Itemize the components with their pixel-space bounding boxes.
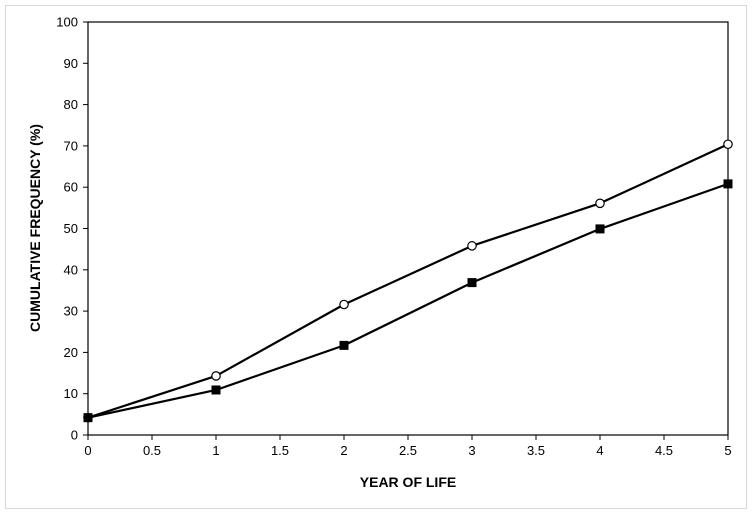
series-2-point	[595, 224, 605, 234]
x-tick-label: 1.5	[271, 443, 289, 458]
series-layer	[83, 139, 733, 423]
y-tick-label: 20	[64, 345, 78, 360]
y-tick-label: 40	[64, 262, 78, 277]
series-2-point	[467, 278, 477, 288]
series-2-point	[723, 179, 733, 189]
x-tick-label: 2	[340, 443, 347, 458]
series-1-point	[467, 241, 477, 251]
x-tick-label: 3	[468, 443, 475, 458]
series-1-point	[723, 139, 733, 150]
series-1-point	[595, 198, 605, 209]
x-axis-ticks: 0 0.5 1 1.5 2 2.5 3 3.5 4 4.5 5	[84, 435, 732, 458]
y-tick-label: 60	[64, 180, 78, 195]
x-tick-label: 3.5	[527, 443, 545, 458]
series-2-point	[339, 340, 349, 350]
series-1-line	[87, 143, 729, 419]
series-2-line	[87, 182, 729, 419]
y-tick-label: 50	[64, 221, 78, 236]
series-2-point	[83, 413, 93, 423]
x-tick-label: 2.5	[399, 443, 417, 458]
series-1-point	[211, 371, 221, 381]
x-tick-label: 4	[596, 443, 603, 458]
y-tick-label: 0	[71, 428, 78, 443]
axes	[87, 21, 729, 436]
y-axis-ticks: 0 10 20 30 40 50 60 70 80 90 100	[56, 15, 88, 443]
x-tick-label: 5	[724, 443, 731, 458]
y-tick-label: 90	[64, 56, 78, 71]
x-tick-label: 4.5	[655, 443, 673, 458]
x-tick-label: 1	[212, 443, 219, 458]
y-tick-label: 10	[64, 386, 78, 401]
series-1-point	[339, 299, 349, 310]
y-tick-label: 30	[64, 304, 78, 319]
y-axis-title: CUMULATIVE FREQUENCY (%)	[27, 124, 43, 332]
y-tick-label: 70	[64, 138, 78, 153]
chart-frame	[5, 5, 747, 509]
plot-area-border	[87, 21, 729, 436]
x-tick-label: 0.5	[143, 443, 161, 458]
x-tick-label: 0	[84, 443, 91, 458]
y-tick-label: 80	[64, 97, 78, 112]
x-axis-title: YEAR OF LIFE	[360, 474, 456, 490]
series-2-point	[211, 385, 221, 395]
y-tick-label: 100	[56, 15, 78, 30]
